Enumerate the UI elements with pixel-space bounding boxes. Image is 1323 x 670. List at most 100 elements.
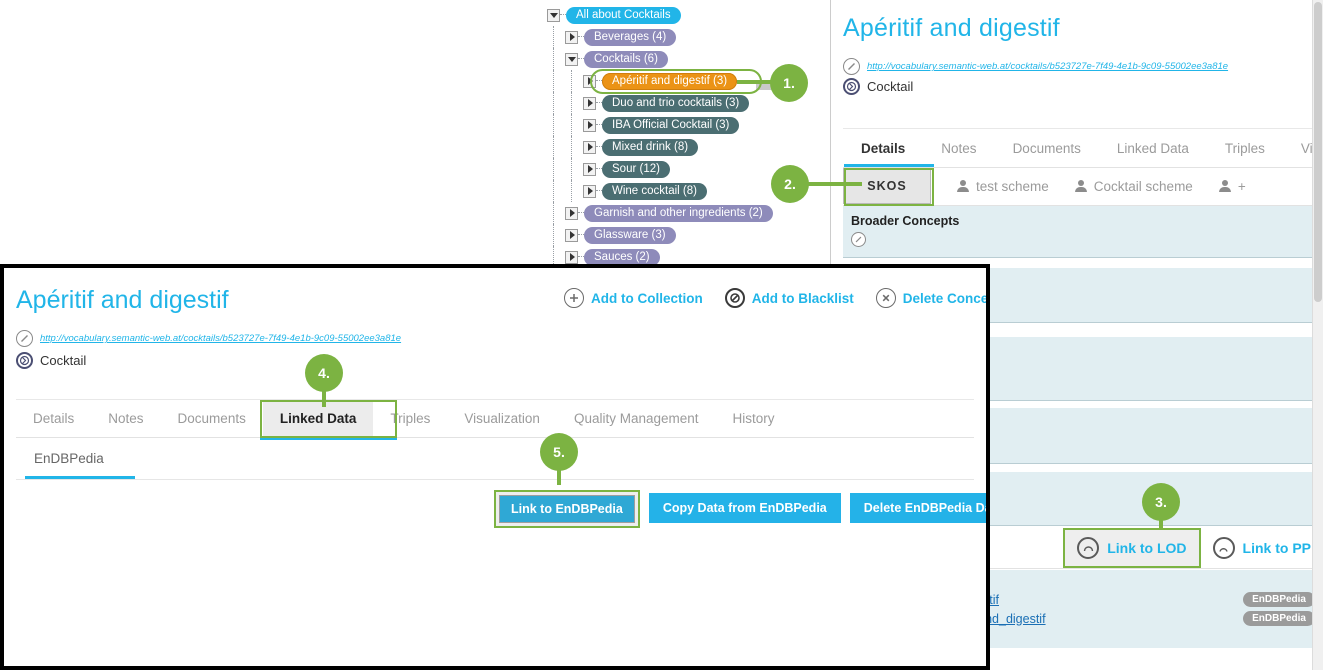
lod-cloud-icon (1077, 537, 1100, 559)
link-to-endbpedia-button[interactable]: Link to EnDBPedia (499, 495, 635, 523)
tree-node-cocktails-6[interactable]: Cocktails (6) (533, 48, 830, 70)
bg-lod-button-row[interactable]: Link to LOD Link to PP (843, 528, 1323, 569)
chevron-right-icon[interactable] (583, 96, 596, 110)
tree-guide-line (553, 26, 555, 48)
delete-endbpedia-data-button[interactable]: Delete EnDBPedia Data (849, 493, 986, 523)
tab-quality-management[interactable]: Quality Management (573, 411, 699, 426)
overlay-button-row[interactable]: Link to EnDBPedia Copy Data from EnDBPed… (494, 490, 986, 528)
link-to-pp-label: Link to PP (1242, 540, 1311, 556)
scrollbar-thumb[interactable] (1314, 2, 1322, 302)
bg-tab-linked-data[interactable]: Linked Data (1116, 140, 1189, 156)
tree-guide-line (571, 136, 573, 158)
concept-tree-panel[interactable]: All about Cocktails Beverages (4) Cocktail… (533, 0, 831, 271)
tree-node-sour-12[interactable]: Sour (12) (533, 158, 830, 180)
bg-scheme-test[interactable]: test scheme (957, 179, 1049, 194)
pencil-circle-icon[interactable] (843, 58, 860, 75)
tree-connector (578, 58, 584, 60)
bg-concept-uri-link[interactable]: http://vocabulary.semantic-web.at/cockta… (867, 61, 1229, 72)
tree-connector (596, 190, 602, 192)
tab-triples[interactable]: Triples (390, 411, 431, 426)
callout-1: 1. (770, 64, 808, 102)
bg-scheme-cocktail[interactable]: Cocktail scheme (1074, 179, 1193, 194)
tree-node-label[interactable]: Glassware (3) (584, 226, 676, 244)
tree-connector (596, 80, 602, 82)
add-to-collection-button[interactable]: Add to Collection (564, 288, 703, 308)
tree-node-glassware-3[interactable]: Glassware (3) (533, 224, 830, 246)
tree-guide-line (571, 158, 573, 180)
tree-node-label[interactable]: Sour (12) (602, 160, 670, 178)
tree-node-label[interactable]: Garnish and other ingredients (2) (584, 204, 773, 222)
bg-tab-triples[interactable]: Triples (1224, 140, 1265, 156)
overlay-tab-bar[interactable]: Details Notes Documents Linked Data Triples V… (16, 399, 974, 438)
bg-tab-details[interactable]: Details (861, 140, 906, 156)
bg-subtab-bar[interactable]: SKOS test scheme Cocktail scheme + (843, 167, 1323, 206)
chevron-right-icon[interactable] (583, 118, 596, 132)
overlay-action-bar[interactable]: Add to Collection Add to Blacklist Delet… (564, 288, 986, 308)
chevron-right-icon[interactable] (583, 74, 596, 88)
chevron-down-icon[interactable] (565, 52, 578, 66)
callout-2-connector (806, 182, 862, 186)
tree-node-beverages-4[interactable]: Beverages (4) (533, 26, 830, 48)
tree-guide-line (571, 92, 573, 114)
bg-tab-notes[interactable]: Notes (941, 140, 977, 156)
tree-node-label[interactable]: Wine cocktail (8) (602, 182, 707, 200)
chevron-right-icon[interactable] (565, 228, 578, 242)
x-circle-icon (875, 288, 896, 308)
status-badge: EnDBPedia (1243, 611, 1315, 626)
bg-skos-active-indicator (844, 164, 934, 167)
chevron-right-icon[interactable] (583, 184, 596, 198)
bg-section-edit-icon-wrap[interactable] (843, 228, 1323, 249)
tree-node-label[interactable]: IBA Official Cocktail (3) (602, 116, 740, 134)
concept-tree[interactable]: All about Cocktails Beverages (4) Cocktail… (533, 4, 830, 268)
copy-data-from-endbpedia-button[interactable]: Copy Data from EnDBPedia (648, 493, 841, 523)
tree-guide-line (553, 70, 555, 92)
person-icon (957, 180, 969, 192)
pencil-circle-icon[interactable] (16, 330, 33, 347)
tree-node-label[interactable]: Beverages (4) (584, 28, 677, 46)
tree-node-label[interactable]: Sauces (2) (584, 248, 660, 266)
bg-tab-documents[interactable]: Documents (1012, 140, 1081, 156)
tab-visualization[interactable]: Visualization (464, 411, 540, 426)
bg-tab-vi[interactable]: Vi (1300, 140, 1313, 156)
link-to-endbpedia-button-wrap[interactable]: Link to EnDBPedia (494, 490, 640, 528)
tab-documents[interactable]: Documents (177, 411, 246, 426)
overlay-subtab-bar[interactable]: EnDBPedia (16, 443, 974, 480)
link-to-lod-button[interactable]: Link to LOD (1063, 528, 1201, 568)
tree-node-garnish-and-other-ingredients-2[interactable]: Garnish and other ingredients (2) (533, 202, 830, 224)
tree-node-wine-cocktail-8[interactable]: Wine cocktail (8) (533, 180, 830, 202)
tree-node-label[interactable]: Duo and trio cocktails (3) (602, 94, 750, 112)
tree-selected-wrapper[interactable]: Apéritif and digestif (3) (590, 68, 776, 94)
chevron-right-icon[interactable] (565, 206, 578, 220)
chevron-down-icon[interactable] (547, 8, 560, 22)
tree-node-label[interactable]: Apéritif and digestif (3) (602, 72, 738, 90)
overlay-subtab-endbpedia[interactable]: EnDBPedia (34, 451, 104, 466)
tree-node-label[interactable]: Mixed drink (8) (602, 138, 699, 156)
bg-skos-button[interactable]: SKOS (843, 168, 931, 204)
link-to-pp-button[interactable]: Link to PP (1201, 530, 1323, 566)
bg-add-scheme-button[interactable]: + (1218, 179, 1246, 194)
tab-notes[interactable]: Notes (108, 411, 144, 426)
tree-node-duo-and-trio-cocktails-3[interactable]: Duo and trio cocktails (3) (533, 92, 830, 114)
vertical-scrollbar[interactable] (1312, 0, 1323, 670)
tree-connector (596, 168, 602, 170)
tree-node-iba-official-cocktail-3[interactable]: IBA Official Cocktail (3) (533, 114, 830, 136)
pencil-circle-icon[interactable] (851, 232, 866, 247)
tab-history[interactable]: History (732, 411, 775, 426)
add-to-blacklist-button[interactable]: Add to Blacklist (724, 288, 854, 308)
tree-node-all-about-cocktails[interactable]: All about Cocktails (533, 4, 830, 26)
ban-circle-icon (724, 288, 745, 308)
chevron-right-icon[interactable] (583, 140, 596, 154)
chevron-right-icon[interactable] (565, 30, 578, 44)
chevron-right-icon[interactable] (583, 162, 596, 176)
tree-node-label[interactable]: All about Cocktails (566, 6, 681, 24)
tree-node-mixed-drink-8[interactable]: Mixed drink (8) (533, 136, 830, 158)
chevron-right-icon[interactable] (565, 250, 578, 264)
tree-node-sauces-2[interactable]: Sauces (2) (533, 246, 830, 268)
tree-node-label[interactable]: Cocktails (6) (584, 50, 668, 68)
tab-linked-data[interactable]: Linked Data (262, 400, 374, 437)
overlay-concept-uri-link[interactable]: http://vocabulary.semantic-web.at/cockta… (40, 333, 402, 344)
tab-details[interactable]: Details (33, 411, 75, 426)
bg-tab-bar[interactable]: Details Notes Documents Linked Data Triples V… (843, 128, 1323, 168)
delete-concept-button[interactable]: Delete Concept (875, 288, 986, 308)
callout-4-connector (322, 385, 326, 407)
